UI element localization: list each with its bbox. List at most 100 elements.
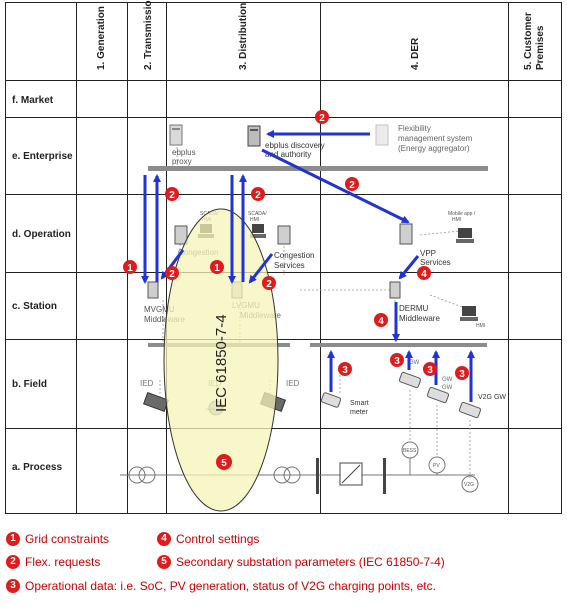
mobile-app-label-2: HMI [452,217,461,223]
legend-text-1: Grid constraints [25,532,110,546]
dermu-server-icon [389,281,401,299]
dermu-label-2: Middleware [399,314,440,323]
svg-text:2: 2 [349,180,355,191]
scada-icon-2 [277,225,291,245]
badge-flex-transmission: 2 [165,187,179,201]
ebplus-discovery-label: ebplus discovery [265,141,325,150]
grid-lines [5,2,562,514]
svg-text:2: 2 [255,190,261,201]
vpp-label-2: Services [420,258,451,267]
ebplus-proxy-label-2: proxy [172,157,192,166]
legend-text-2: Flex. requests [25,555,101,569]
row-header-station: c. Station [12,301,57,312]
flex-system-label-3: (Energy aggregator) [398,144,470,153]
vpp-server-icon [399,223,413,245]
mv-middleware-label-2: Middleware [144,315,185,324]
workstation-icon-2 [250,224,266,238]
badge-op-v2g: 3 [455,366,469,380]
mv-middleware-icon [147,281,159,299]
mv-middleware-label: MVGMU [144,305,175,314]
legend-text-4: Control settings [176,532,260,546]
scada-icon-1 [174,225,188,245]
process-busbar-2 [383,458,386,494]
row-header-field: b. Field [12,379,47,390]
enterprise-bus [148,166,488,171]
svg-text:2: 2 [169,190,175,201]
v2g-gw-label: V2G GW [478,394,506,401]
badge-grid-transmission: 1 [123,260,137,274]
row-header-market: f. Market [12,95,54,106]
badge-flex-distribution: 2 [251,187,265,201]
badge-op-smart-meter: 3 [338,362,352,376]
legend-text-3: Operational data: i.e. SoC, PV generatio… [25,579,436,593]
badge-op-gw1: 3 [390,353,404,367]
badge-flex-station-2: 2 [262,276,276,290]
svg-text:3: 3 [427,365,433,376]
svg-text:2: 2 [319,113,325,124]
svg-text:3: 3 [342,365,348,376]
column-header-der: 4. DER [410,37,421,70]
badge-control-vpp: 4 [417,266,431,280]
dermu-label: DERMU [399,304,429,313]
row-header-enterprise: e. Enterprise [12,151,73,162]
badge-grid-distribution: 1 [210,260,224,274]
flex-system-label: Flexibility [398,124,431,133]
server-icon-ebplus-proxy [169,124,183,146]
row-header-operation: d. Operation [12,229,71,240]
svg-text:2: 2 [169,269,175,280]
congestion-label-2b: Services [274,261,305,270]
legend-flex-requests: 2 Flex. requests [6,555,100,569]
legend-grid-constraints: 1 Grid constraints [6,532,109,546]
scada-hmi-label-2: SCADA/ [248,211,267,217]
svg-text:1: 1 [127,263,133,274]
ebplus-discovery-label-2: and authority [265,150,311,159]
svg-text:1: 1 [214,263,220,274]
column-header-distribution: 3. Distribution [238,3,249,70]
gw1-label: GW [409,360,420,366]
legend-badge-5: 5 [157,555,171,569]
badge-flex-top: 2 [315,110,329,124]
flex-system-label-2: management system [398,134,473,143]
process-busbar-1 [316,458,319,494]
process-line [120,441,479,493]
row-header-process: a. Process [12,462,62,473]
legend-secondary-parameters: 5 Secondary substation parameters (IEC 6… [157,555,445,569]
badge-op-gw2: 3 [423,362,437,376]
v2g-label: V2G [464,482,474,488]
server-icon-ebplus-discovery [247,125,261,147]
gw2-label-2: GW [442,385,453,391]
mobile-workstation-icon [456,228,474,243]
column-header-customer: 5. Customer [523,12,534,70]
server-icon-flex-system [375,124,389,146]
badge-control-dermu: 4 [374,313,388,327]
gw-icon-1 [398,371,422,389]
ebplus-proxy-label: ebplus [172,148,196,157]
data-flow-arrows [141,130,475,402]
iec-61850-ellipse [163,208,279,512]
svg-text:4: 4 [378,316,384,327]
v2g-gw-icon [458,401,482,419]
legend-badge-4: 4 [157,532,171,546]
station-bus-right [310,343,487,347]
legend-text-5: Secondary substation parameters (IEC 618… [176,555,445,569]
legend-badge-1: 1 [6,532,20,546]
bess-label: BESS [403,448,417,454]
ied-icon-1 [142,391,170,413]
svg-text:3: 3 [459,369,465,380]
gw2-label: GW [442,377,453,383]
scada-hmi-label-2b: HMI [250,217,259,223]
svg-text:4: 4 [421,269,427,280]
smart-meter-label-2: meter [350,409,369,416]
vpp-label: VPP [420,249,436,258]
badge-flex-station-1: 2 [165,266,179,280]
badge-flex-enterprise: 2 [345,177,359,191]
column-header-generation: 1. Generation [96,6,107,70]
svg-text:5: 5 [221,458,227,469]
inverter-icon [339,462,363,486]
congestion-label-2: Congestion [274,251,314,260]
svg-text:2: 2 [266,279,272,290]
ied-label-3: IED [286,379,300,388]
mobile-app-label: Mobile app / [448,211,476,217]
ied-label-1: IED [140,379,154,388]
